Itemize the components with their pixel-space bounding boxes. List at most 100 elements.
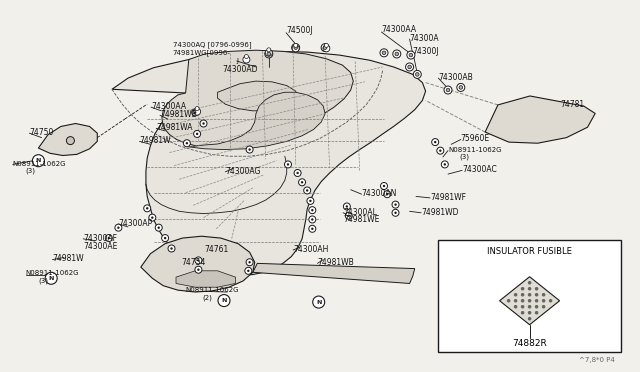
Circle shape [528,281,531,285]
Text: 74981W: 74981W [140,136,171,145]
Text: 74300AB: 74300AB [438,73,473,81]
Circle shape [392,209,399,216]
Circle shape [149,214,156,221]
Polygon shape [162,50,353,147]
Text: 74300AA: 74300AA [151,102,186,110]
Circle shape [528,317,531,321]
Text: 74300AP: 74300AP [118,219,153,228]
Polygon shape [141,236,255,292]
Circle shape [528,305,531,308]
Text: (2): (2) [202,294,212,301]
Circle shape [192,109,198,116]
Text: 74300AQ [0796-0996]: 74300AQ [0796-0996] [173,41,252,48]
Text: 74981WF: 74981WF [430,193,466,202]
Circle shape [45,272,57,284]
Circle shape [409,53,413,57]
Circle shape [248,148,251,151]
Circle shape [106,235,112,241]
Circle shape [311,209,314,211]
Circle shape [294,46,298,49]
Text: N08911-1062G: N08911-1062G [13,161,67,167]
Circle shape [444,86,452,94]
Text: 74300A: 74300A [410,34,439,43]
Circle shape [33,155,44,167]
Circle shape [243,56,250,63]
Circle shape [195,266,202,273]
Circle shape [535,299,538,302]
Text: 74981W: 74981W [52,254,84,263]
Circle shape [247,270,250,272]
Text: 74981WA: 74981WA [156,123,193,132]
Circle shape [393,50,401,58]
Text: 74981WD: 74981WD [421,208,459,217]
Polygon shape [38,124,97,155]
Text: 74781: 74781 [561,100,585,109]
Text: (3): (3) [460,154,470,160]
Circle shape [323,45,330,52]
Circle shape [309,225,316,232]
Circle shape [156,224,162,231]
Circle shape [117,227,120,229]
Text: 74882R: 74882R [512,339,547,348]
Circle shape [407,51,415,59]
Circle shape [266,49,272,56]
Text: (3): (3) [26,168,36,174]
Circle shape [244,55,248,58]
Circle shape [202,122,205,125]
Circle shape [437,147,444,154]
Circle shape [301,181,303,183]
Circle shape [344,203,350,210]
Circle shape [434,141,436,143]
Circle shape [307,198,314,204]
Circle shape [309,200,312,202]
Text: 74981WG[0996-: 74981WG[0996- [173,49,230,56]
Circle shape [507,299,511,302]
Text: N08911-1062G: N08911-1062G [26,270,79,276]
Circle shape [311,218,314,221]
Circle shape [514,305,517,308]
Circle shape [535,293,538,296]
Circle shape [197,259,200,262]
Polygon shape [485,96,595,143]
Circle shape [528,293,531,296]
Polygon shape [189,92,325,150]
Circle shape [542,293,545,296]
Circle shape [108,237,110,239]
Circle shape [408,65,412,69]
Circle shape [67,137,74,145]
Circle shape [184,140,190,147]
Circle shape [168,245,175,252]
FancyBboxPatch shape [438,240,621,352]
Text: 74300AH: 74300AH [293,245,328,254]
Text: 74500J: 74500J [286,26,313,35]
Text: 74750: 74750 [29,128,54,137]
Circle shape [309,216,316,223]
Circle shape [246,259,253,266]
Circle shape [521,305,524,308]
Circle shape [514,299,517,302]
Circle shape [415,73,419,76]
Text: 75960E: 75960E [461,134,490,143]
Circle shape [521,287,524,291]
Circle shape [186,142,188,144]
Text: N: N [221,298,227,303]
Circle shape [324,44,328,47]
Circle shape [346,212,352,219]
Circle shape [382,51,386,55]
Text: (3): (3) [38,278,49,284]
Circle shape [144,205,150,212]
Circle shape [218,295,230,307]
Circle shape [197,269,200,271]
Text: 74981WE: 74981WE [160,110,196,119]
Circle shape [292,45,299,52]
Circle shape [196,133,198,135]
Circle shape [549,299,552,302]
Circle shape [413,70,421,78]
Text: 74300J: 74300J [413,47,440,56]
Circle shape [194,108,200,115]
Circle shape [346,205,348,208]
Circle shape [313,296,324,308]
Circle shape [528,299,531,302]
Circle shape [521,299,524,302]
Circle shape [323,46,327,49]
